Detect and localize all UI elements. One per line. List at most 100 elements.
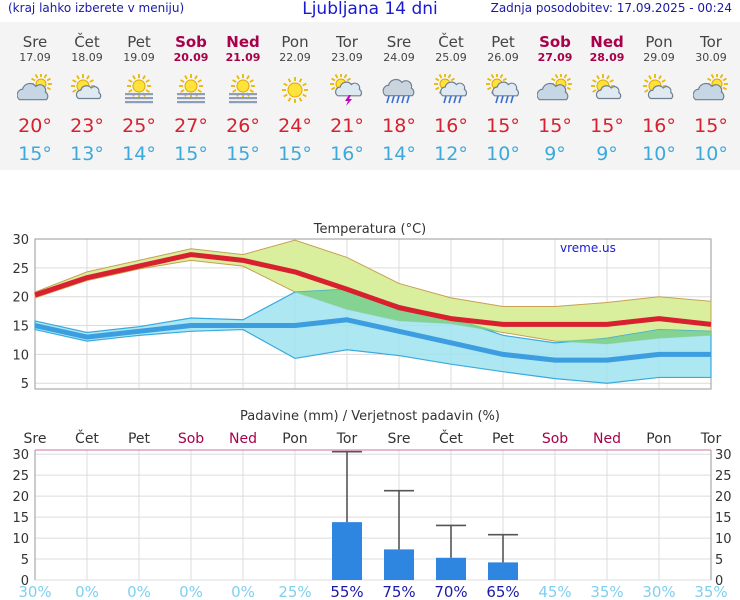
forecast-day-name: Pet (491, 33, 515, 51)
forecast-min-temp: 10° (694, 143, 728, 165)
precipitation-y-tick-right: 15 (715, 511, 732, 526)
precipitation-y-tick-right: 10 (715, 532, 732, 547)
forecast-day-name: Pon (645, 33, 673, 51)
rain-icon (382, 78, 415, 104)
forecast-day: Pet 19.09 25° 14° (113, 22, 165, 166)
sun-cloud-icon (591, 74, 622, 100)
forecast-min-temp: 9° (544, 143, 566, 165)
forecast-min-temp: 10° (642, 143, 676, 165)
forecast-day: Sob 27.09 15° 9° (529, 22, 581, 166)
temperature-chart-title: Temperatura (°C) (313, 222, 426, 237)
forecast-day-date: 25.09 (435, 51, 467, 64)
precipitation-probability: 30% (18, 583, 51, 600)
forecast-max-temp: 16° (434, 115, 468, 137)
max-temp-line (34, 252, 712, 327)
forecast-day: Sre 17.09 20° 15° (9, 22, 61, 166)
forecast-min-temp: 15° (278, 143, 312, 165)
forecast-day: Pon 22.09 24° 15° (269, 22, 321, 166)
precipitation-probability: 35% (590, 583, 623, 600)
forecast-day-name: Pet (127, 33, 151, 51)
precipitation-probability: 70% (434, 583, 467, 600)
precipitation-chart-title: Padavine (mm) / Verjetnost padavin (%) (240, 409, 500, 424)
precipitation-probability: 0% (179, 583, 203, 600)
forecast-max-temp: 16° (642, 115, 676, 137)
forecast-min-temp: 15° (18, 143, 52, 165)
forecast-day-name: Čet (74, 33, 100, 51)
precipitation-bar (384, 549, 414, 580)
forecast-day-name: Pon (281, 33, 309, 51)
last-updated: Zadnja posodobitev: 17.09.2025 - 00:24 (490, 1, 732, 15)
precipitation-x-tick: Čet (75, 429, 99, 447)
sun-icon (282, 77, 308, 103)
forecast-max-temp: 27° (174, 115, 208, 137)
precipitation-bar (488, 562, 518, 580)
forecast-day-date: 28.09 (589, 51, 625, 64)
precipitation-probability: 0% (75, 583, 99, 600)
precipitation-x-tick: Ned (229, 431, 257, 447)
precipitation-x-tick: Pet (128, 431, 151, 447)
forecast-day: Sre 24.09 18° 14° (373, 22, 425, 166)
precipitation-y-tick-left: 20 (12, 490, 29, 505)
precipitation-probability: 25% (278, 583, 311, 600)
partly-cloudy-icon (693, 74, 728, 101)
forecast-day-date: 21.09 (225, 51, 261, 64)
precipitation-probability: 30% (642, 583, 675, 600)
precipitation-y-tick-right: 5 (715, 553, 723, 568)
forecast-day: Pet 26.09 15° 10° (477, 22, 529, 166)
sun-fog-icon (125, 74, 153, 104)
forecast-day: Čet 18.09 23° 13° (61, 22, 113, 166)
sun-fog-icon (229, 74, 257, 104)
precipitation-probability: 0% (231, 583, 255, 600)
forecast-day-date: 17.09 (19, 51, 51, 64)
forecast-max-temp: 26° (226, 115, 260, 137)
forecast-min-temp: 15° (226, 143, 260, 165)
page-title: Ljubljana 14 dni (302, 0, 438, 19)
precipitation-x-tick: Sre (388, 431, 411, 447)
forecast-day-date: 18.09 (71, 51, 103, 64)
precipitation-y-tick-right: 25 (715, 469, 732, 484)
forecast-day: Ned 21.09 26° 15° (217, 22, 269, 166)
forecast-max-temp: 21° (330, 115, 364, 137)
precipitation-x-tick: Sob (178, 431, 204, 447)
temperature-y-tick: 30 (12, 233, 29, 248)
forecast-min-temp: 10° (486, 143, 520, 165)
sun-fog-icon (177, 74, 205, 104)
forecast-day: Čet 25.09 16° 12° (425, 22, 477, 166)
temperature-y-tick: 10 (12, 348, 29, 363)
precipitation-x-tick: Tor (700, 431, 722, 447)
forecast-day-date: 20.09 (173, 51, 209, 64)
precipitation-y-tick-right: 20 (715, 490, 732, 505)
forecast-min-temp: 13° (70, 143, 104, 165)
precipitation-bar (436, 557, 466, 580)
forecast-min-temp: 14° (382, 143, 416, 165)
precipitation-probability: 75% (382, 583, 415, 600)
forecast-min-temp: 14° (122, 143, 156, 165)
thunderstorm-icon (330, 74, 363, 106)
precipitation-y-tick-left: 10 (12, 532, 29, 547)
precipitation-probability: 65% (486, 583, 519, 600)
forecast-day: Sob 20.09 27° 15° (165, 22, 217, 166)
forecast-day-name: Sob (539, 33, 571, 51)
forecast-day-date: 19.09 (123, 51, 155, 64)
forecast-max-temp: 25° (122, 115, 156, 137)
precipitation-y-tick-left: 15 (12, 511, 29, 526)
forecast-day-name: Ned (590, 33, 624, 51)
forecast-day: Ned 28.09 15° 9° (581, 22, 633, 166)
forecast-day-name: Sob (175, 33, 207, 51)
top-bar: (kraj lahko izberete v meniju) Ljubljana… (0, 0, 740, 22)
partly-cloudy-icon (537, 74, 572, 101)
precipitation-probability: 55% (330, 583, 363, 600)
precipitation-x-tick: Pon (646, 431, 671, 447)
forecast-min-temp: 12° (434, 143, 468, 165)
forecast-max-temp: 15° (486, 115, 520, 137)
overlap-range-band (35, 260, 711, 344)
forecast-max-temp: 24° (278, 115, 312, 137)
forecast-day: Tor 30.09 15° 10° (685, 22, 737, 166)
temperature-y-tick: 5 (21, 377, 29, 392)
forecast-min-temp: 9° (596, 143, 618, 165)
temperature-y-tick: 15 (12, 320, 29, 335)
forecast-day-date: 23.09 (331, 51, 363, 64)
sun-cloud-icon (643, 74, 674, 100)
precipitation-y-tick-left: 5 (21, 553, 29, 568)
